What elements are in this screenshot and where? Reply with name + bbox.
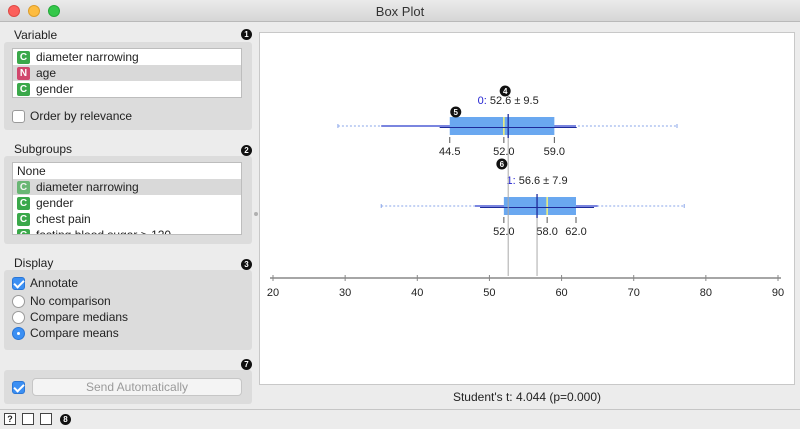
numeric-badge-icon: N (17, 66, 30, 80)
box-plot-chart: 20 30 40 50 60 70 80 90 0: 52.6 ± 9.5 44.5 52.0 59.… (267, 85, 784, 299)
compare-medians-label: Compare medians (30, 310, 129, 324)
continuous-badge-icon: C (17, 180, 30, 194)
list-item-label: gender (36, 82, 74, 96)
quartile-label: 44.5 (439, 146, 460, 158)
visual-settings-icon[interactable] (40, 413, 52, 425)
continuous-badge-icon: C (17, 82, 30, 96)
statistic-text: Student's t: 4.044 (p=0.000) (452, 390, 602, 404)
quartile-label: 52.0 (493, 146, 514, 158)
callout-6 (496, 158, 508, 170)
variable-item-gender[interactable]: C gender (13, 81, 241, 97)
continuous-badge-icon: C (17, 196, 30, 210)
variable-label: Variable (14, 28, 58, 42)
mean-annotation: 1: 56.6 ± 7.9 (506, 175, 567, 187)
radio-button[interactable] (12, 294, 25, 308)
splitter-handle[interactable] (254, 212, 258, 216)
x-tick-label: 90 (772, 287, 784, 299)
x-tick-label: 70 (628, 287, 640, 299)
quartile-label: 62.0 (565, 226, 586, 238)
callout-8: 8 (60, 414, 71, 425)
continuous-badge-icon: C (17, 228, 30, 234)
order-by-relevance-label: Order by relevance (30, 109, 133, 123)
quartile-label: 59.0 (544, 146, 565, 158)
x-tick-label: 80 (700, 287, 712, 299)
list-item-label: age (36, 66, 57, 80)
x-tick-label: 50 (483, 287, 495, 299)
iqr-box (503, 197, 576, 215)
quartile-label: 58.0 (536, 226, 557, 238)
no-comparison-label: No comparison (30, 294, 111, 308)
callout-1: 1 (241, 29, 252, 40)
variable-item-diameter-narrowing[interactable]: C diameter narrowing (13, 49, 241, 65)
group-label: 1: (506, 175, 518, 187)
close-button[interactable] (8, 5, 20, 17)
compare-means-radio[interactable]: Compare means (12, 326, 119, 340)
callout-4-label: 4 (503, 87, 508, 96)
status-bar: ? 8 (0, 409, 800, 429)
radio-button[interactable] (12, 326, 25, 340)
x-tick-label: 20 (267, 287, 279, 299)
x-tick-label: 40 (411, 287, 423, 299)
title-bar: Box Plot (0, 0, 800, 22)
x-tick-label: 60 (555, 287, 567, 299)
callout-6-label: 6 (500, 160, 505, 169)
checkbox-box[interactable] (12, 276, 25, 290)
mean-annotation: 0: 52.6 ± 9.5 (478, 95, 539, 107)
variable-item-age[interactable]: N age (13, 65, 241, 81)
continuous-badge-icon: C (17, 212, 30, 226)
window-title: Box Plot (375, 4, 425, 19)
compare-medians-radio[interactable]: Compare medians (12, 310, 128, 324)
subgroups-label: Subgroups (14, 142, 73, 156)
compare-means-label: Compare means (30, 326, 119, 340)
subgroup-item-fasting-blood-sugar[interactable]: C fasting blood sugar > 120 (13, 227, 241, 235)
callout-5-label: 5 (454, 108, 459, 117)
mean-sd-label: 56.6 ± 7.9 (519, 175, 568, 187)
list-item-label: diameter narrowing (36, 50, 139, 64)
callout-3: 3 (241, 259, 252, 270)
checkbox-box[interactable] (12, 381, 25, 395)
annotate-checkbox[interactable]: Annotate (12, 276, 78, 290)
list-item-label: gender (36, 196, 74, 210)
variable-list[interactable]: C diameter narrowing N age C gender (12, 48, 242, 98)
subgroup-item-diameter-narrowing[interactable]: C diameter narrowing (13, 179, 241, 195)
no-comparison-radio[interactable]: No comparison (12, 294, 111, 308)
list-item-label: fasting blood sugar > 120 (36, 228, 172, 235)
list-item-label: None (17, 164, 46, 178)
send-automatically-button[interactable]: Send Automatically (32, 378, 242, 396)
continuous-badge-icon: C (17, 50, 30, 64)
subgroups-list[interactable]: None C diameter narrowing C gender C che… (12, 162, 242, 235)
maximize-button[interactable] (48, 5, 60, 17)
radio-button[interactable] (12, 310, 25, 324)
subgroup-item-gender[interactable]: C gender (13, 195, 241, 211)
list-item-label: chest pain (36, 212, 91, 226)
callout-7: 7 (241, 359, 252, 370)
subgroup-item-none[interactable]: None (13, 163, 241, 179)
callout-2: 2 (241, 145, 252, 156)
help-icon[interactable]: ? (4, 413, 16, 425)
subgroup-item-chest-pain[interactable]: C chest pain (13, 211, 241, 227)
display-group (4, 270, 252, 350)
mean-sd-label: 52.6 ± 9.5 (490, 95, 539, 107)
callout-5 (450, 106, 462, 118)
order-by-relevance-checkbox[interactable]: Order by relevance (12, 109, 132, 123)
group-label: 0: (478, 95, 490, 107)
iqr-box (449, 117, 555, 135)
x-tick-label: 30 (339, 287, 351, 299)
list-item-label: diameter narrowing (36, 180, 139, 194)
checkbox-box[interactable] (12, 109, 25, 123)
plot-area: 20 30 40 50 60 70 80 90 0: 52.6 ± 9.5 44.5 52.0 59.… (259, 32, 795, 385)
minimize-button[interactable] (28, 5, 40, 17)
display-label: Display (14, 256, 54, 270)
quartile-label: 52.0 (493, 226, 514, 238)
annotate-label: Annotate (30, 276, 79, 290)
callout-4 (499, 85, 511, 97)
send-automatically-checkbox[interactable] (12, 380, 25, 395)
report-icon[interactable] (22, 413, 34, 425)
